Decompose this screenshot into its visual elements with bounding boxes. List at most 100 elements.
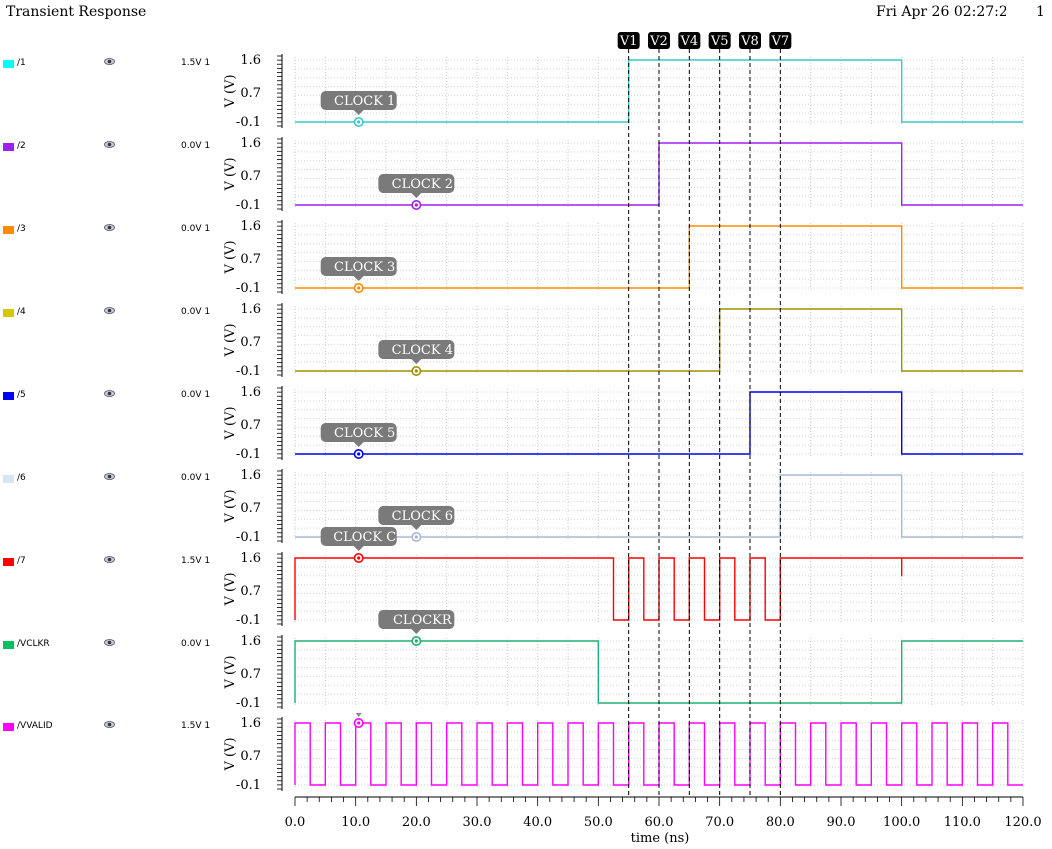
legend-item[interactable]: /VVALID 1.5V 1 [0, 721, 230, 735]
y-tick-label: 1.6 [240, 385, 261, 400]
legend-swatch [3, 641, 14, 649]
marker-label: CLOCK 1 [334, 94, 395, 109]
legend-swatch [3, 723, 14, 731]
waveform-panel: 1.6 0.7 -0.1 V (V) CLOCKR [223, 610, 1024, 711]
marker-label: CLOCK 5 [334, 426, 395, 441]
legend-value: 0.0V 1 [181, 307, 211, 317]
y-tick-label: 0.7 [240, 86, 261, 101]
page-number: 1 [1036, 4, 1045, 20]
legend-value: 0.0V 1 [181, 390, 211, 400]
cursor-badge [739, 32, 761, 49]
visibility-eye-icon[interactable] [104, 306, 115, 318]
waveform-panel: 1.6 0.7 -0.1 V (V) CLOCK 1 [223, 53, 1024, 130]
waveform-marker-dot [414, 535, 418, 539]
waveform-6 [295, 474, 1023, 538]
waveform-4 [295, 308, 1023, 372]
legend-item[interactable]: /2 0.0V 1 [0, 141, 230, 155]
waveform-5 [295, 391, 1023, 455]
y-axis-label: V (V) [223, 572, 238, 606]
legend-signal-name: /5 [17, 390, 26, 400]
chart-title: Transient Response [6, 4, 147, 20]
marker-label-pointer [353, 442, 364, 447]
legend-swatch [3, 60, 14, 68]
waveform-marker-dot [414, 639, 418, 643]
visibility-eye-icon[interactable] [104, 720, 115, 732]
y-tick-label: 0.7 [240, 584, 261, 599]
y-tick-label: -0.1 [236, 364, 261, 379]
legend-value: 0.0V 1 [181, 141, 211, 151]
x-tick-label: 50.0 [584, 815, 613, 830]
waveform-marker-dot [357, 556, 361, 560]
legend-signal-name: /6 [17, 473, 26, 483]
visibility-eye-icon[interactable] [104, 223, 115, 235]
visibility-eye-icon[interactable] [104, 389, 115, 401]
legend-item[interactable]: /6 0.0V 1 [0, 473, 230, 487]
x-tick-label: 10.0 [341, 815, 370, 830]
legend-item[interactable]: /1 1.5V 1 [0, 58, 230, 72]
marker-label-box [378, 174, 455, 193]
y-axis-label: V (V) [223, 737, 238, 771]
cursor-badge [678, 32, 701, 49]
marker-label: CLOCK 6 [392, 509, 453, 524]
legend-swatch [3, 309, 14, 317]
visibility-eye-icon[interactable] [104, 638, 115, 650]
legend-item[interactable]: /4 0.0V 1 [0, 307, 230, 321]
marker-pointer-icon [355, 713, 362, 717]
legend-item[interactable]: /VCLKR 0.0V 1 [0, 639, 230, 653]
legend-signal-name: /3 [17, 224, 26, 234]
marker-label-pointer [353, 276, 364, 281]
legend-signal-name: /1 [17, 58, 26, 68]
marker-label-box [320, 91, 397, 110]
y-tick-label: 1.6 [240, 468, 261, 483]
waveform-3 [295, 225, 1023, 289]
legend-value: 1.5V 1 [181, 556, 211, 566]
legend-item[interactable]: /5 0.0V 1 [0, 390, 230, 404]
marker-label-box [378, 506, 455, 525]
marker-label: CLOCK 2 [392, 177, 453, 192]
cursor-label: V7 [770, 34, 789, 49]
cursor-badge [769, 32, 792, 49]
marker-label-pointer [411, 359, 422, 364]
cursor-label: V4 [679, 34, 698, 49]
visibility-eye-icon[interactable] [104, 140, 115, 152]
legend-value: 1.5V 1 [181, 58, 211, 68]
waveform-marker-dot [414, 203, 418, 207]
visibility-eye-icon[interactable] [104, 472, 115, 484]
y-tick-label: -0.1 [236, 115, 261, 130]
marker-label-box [320, 423, 397, 442]
waveform-panel: 1.6 0.7 -0.1 V (V) CLOCK 4 [223, 302, 1024, 379]
y-tick-label: 1.6 [240, 219, 261, 234]
waveform-panel: 1.6 0.7 -0.1 V (V) [223, 713, 1024, 793]
y-axis-label: V (V) [223, 655, 238, 689]
x-tick-label: 30.0 [463, 815, 492, 830]
legend-item[interactable]: /3 0.0V 1 [0, 224, 230, 238]
legend-signal-name: /VCLKR [17, 639, 50, 649]
x-tick-label: 40.0 [523, 815, 552, 830]
x-tick-label: 100.0 [883, 815, 920, 830]
legend-signal-name: /VVALID [17, 721, 53, 731]
y-tick-label: -0.1 [236, 198, 261, 213]
legend-swatch [3, 143, 14, 151]
legend-value: 1.5V 1 [181, 721, 211, 731]
cursor-label: V5 [710, 34, 729, 49]
waveform-marker-dot [357, 286, 361, 290]
y-axis-label: V (V) [223, 323, 238, 357]
cursor-label: V8 [740, 34, 759, 49]
legend-signal-name: /2 [17, 141, 26, 151]
waveform-panel: 1.6 0.7 -0.1 V (V) CLOCK C [223, 527, 1024, 628]
y-tick-label: -0.1 [236, 281, 261, 296]
y-tick-label: 1.6 [240, 302, 261, 317]
x-tick-label: 0.0 [285, 815, 306, 830]
y-tick-label: 0.7 [240, 169, 261, 184]
cursor-badge [648, 32, 670, 49]
visibility-eye-icon[interactable] [104, 555, 115, 567]
legend-item[interactable]: /7 1.5V 1 [0, 556, 230, 570]
legend-signal-name: /4 [17, 307, 26, 317]
marker-label-box [320, 527, 397, 546]
y-axis-label: V (V) [223, 489, 238, 523]
visibility-eye-icon[interactable] [104, 57, 115, 69]
legend-swatch [3, 226, 14, 234]
y-axis-label: V (V) [223, 406, 238, 440]
y-tick-label: -0.1 [236, 778, 261, 793]
y-tick-label: -0.1 [236, 613, 261, 628]
